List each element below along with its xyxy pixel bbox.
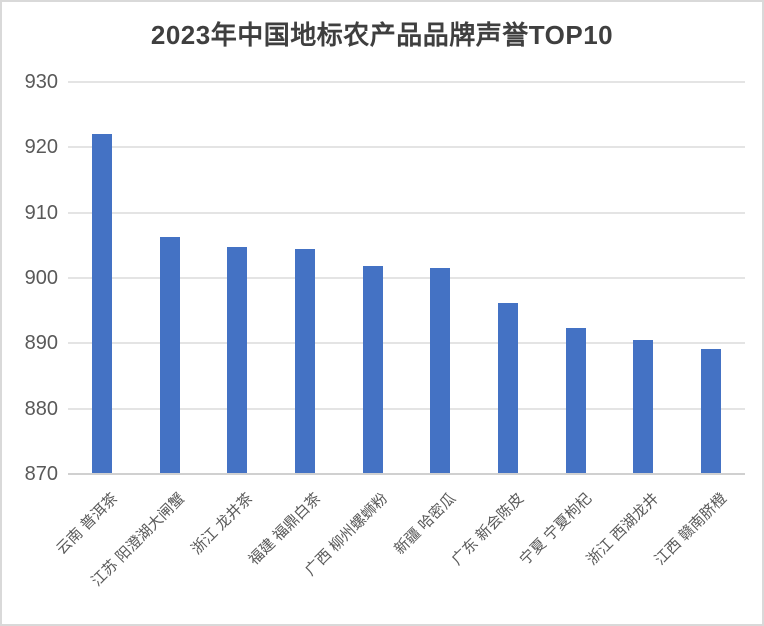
x-tick-label-1: 云南 普洱茶	[52, 490, 121, 559]
bar-4	[294, 248, 315, 474]
x-tick-label-4: 福建 福鼎白茶	[245, 490, 324, 569]
plot-area	[68, 81, 745, 475]
chart-title: 2023年中国地标农产品品牌声誉TOP10	[150, 20, 614, 50]
bar-3	[227, 247, 248, 474]
gridline-890	[68, 342, 745, 345]
y-tick-label-910: 910	[24, 201, 58, 224]
bar-7	[498, 303, 519, 474]
bar-6	[430, 267, 451, 474]
x-tick-label-7: 广东 新会陈皮	[448, 490, 528, 569]
y-tick-label-880: 880	[24, 397, 58, 420]
bar-2	[159, 236, 180, 474]
bar-5	[362, 265, 383, 474]
bar-8	[565, 328, 586, 474]
bar-1	[91, 133, 112, 474]
x-axis-line	[68, 473, 745, 475]
x-tick-label-3: 浙江 龙井茶	[188, 490, 257, 559]
y-tick-label-920: 920	[24, 136, 58, 159]
x-tick-label-8: 宁夏 宁夏枸杞	[516, 490, 595, 569]
x-tick-label-5: 广西 柳州螺蛳粉	[302, 490, 392, 580]
y-tick-label-930: 930	[24, 71, 58, 93]
gridline-910	[68, 211, 745, 214]
y-tick-label-890: 890	[24, 332, 58, 355]
gridline-930	[68, 81, 745, 83]
gridline-880	[68, 407, 745, 410]
gridline-900	[68, 277, 745, 279]
bar-9	[633, 340, 654, 474]
x-tick-label-2: 江苏 阳澄湖大闸蟹	[88, 490, 189, 590]
x-tick-label-6: 新疆 哈密瓜	[391, 490, 460, 559]
gridline-920	[68, 146, 745, 149]
y-tick-label-870: 870	[24, 463, 58, 485]
bar-10	[701, 349, 722, 474]
x-tick-label-9: 浙江 西湖龙井	[583, 490, 663, 569]
y-tick-label-900: 900	[24, 267, 58, 289]
x-tick-label-10: 江西 赣南脐橙	[651, 490, 731, 569]
